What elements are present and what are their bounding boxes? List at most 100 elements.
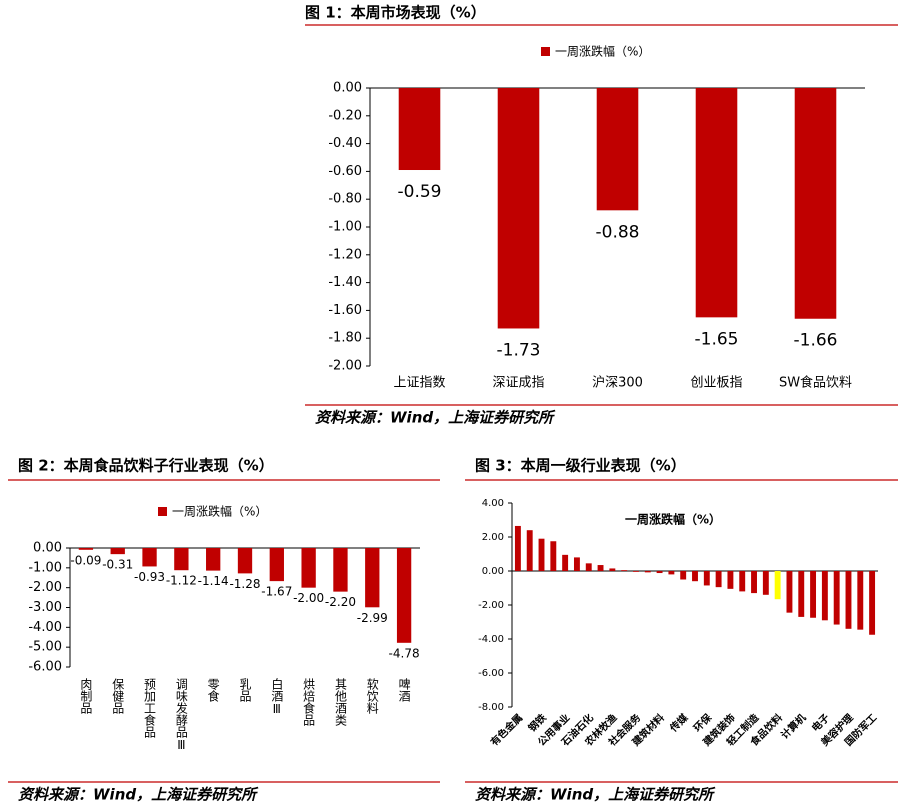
y-tick-label: 0.00 <box>33 541 62 556</box>
category-label: 零食 <box>206 678 220 702</box>
bar <box>78 548 94 550</box>
y-tick-label: -0.80 <box>328 192 362 207</box>
y-tick-label: -2.00 <box>28 580 62 595</box>
bar <box>798 571 805 617</box>
bar <box>237 548 253 574</box>
value-label: -0.59 <box>398 182 442 202</box>
legend-label: 一周涨跌幅（%） <box>172 504 267 519</box>
bar <box>206 548 221 571</box>
value-label: -4.78 <box>389 646 420 660</box>
y-tick-label: -6.00 <box>478 668 504 679</box>
category-label: 沪深300 <box>592 375 643 391</box>
y-tick-label: -5.00 <box>28 640 62 655</box>
category-label: 烘焙食品 <box>302 678 316 726</box>
y-tick-label: -1.00 <box>28 560 62 575</box>
bar <box>269 548 284 582</box>
category-label: 预加工食品 <box>143 678 157 738</box>
y-tick-label: -3.00 <box>28 600 62 615</box>
bar <box>680 571 687 580</box>
bar <box>573 557 580 571</box>
bar <box>142 548 157 567</box>
source-note: 资料来源：Wind，上海证券研究所 <box>315 409 556 427</box>
figure-title: 图 3：本周一级行业表现（%） <box>475 457 686 475</box>
bar <box>786 571 793 613</box>
bar <box>398 88 441 171</box>
y-tick-label: 4.00 <box>482 498 504 509</box>
bar <box>762 571 769 595</box>
legend-swatch <box>158 507 167 516</box>
y-tick-label: -1.40 <box>328 275 362 290</box>
category-label: 肉制品 <box>79 678 93 714</box>
legend-label: 一周涨跌幅（%） <box>625 512 721 527</box>
value-label: -1.65 <box>695 329 739 349</box>
y-tick-label: -0.60 <box>328 164 362 179</box>
value-label: -1.12 <box>166 574 197 588</box>
bar <box>174 548 189 571</box>
bar <box>845 571 852 629</box>
bar <box>695 88 738 318</box>
bar <box>609 568 616 571</box>
bar <box>774 571 781 600</box>
category-label: 啤酒 <box>397 677 411 702</box>
category-label: 软饮料 <box>365 678 379 714</box>
value-label: -1.28 <box>229 577 260 591</box>
bar <box>692 571 698 582</box>
bar <box>497 88 540 329</box>
bar <box>821 571 828 621</box>
value-label: -2.00 <box>293 591 324 605</box>
y-tick-label: -4.00 <box>28 620 62 635</box>
bar <box>739 571 746 592</box>
y-tick-label: -1.80 <box>328 331 362 346</box>
legend-swatch <box>541 47 550 56</box>
y-tick-label: -2.00 <box>478 600 504 611</box>
bar <box>668 571 675 575</box>
y-tick-label: -0.20 <box>328 108 362 123</box>
category-label: 其他酒类 <box>333 678 347 727</box>
y-tick-label: -8.00 <box>478 702 504 713</box>
y-tick-label: -4.00 <box>478 634 504 645</box>
y-tick-label: -1.00 <box>328 220 362 235</box>
bar <box>715 571 722 588</box>
y-tick-label: -1.60 <box>328 303 362 318</box>
category-label: 白酒Ⅲ <box>270 677 284 716</box>
bar <box>365 548 380 608</box>
bar <box>857 571 864 630</box>
y-tick-label: -2.00 <box>328 359 362 374</box>
bar <box>301 548 316 588</box>
legend-label: 一周涨跌幅（%） <box>555 44 650 59</box>
source-note: 资料来源：Wind，上海证券研究所 <box>475 786 716 804</box>
y-tick-label: -0.40 <box>328 136 362 151</box>
value-label: -0.09 <box>70 553 101 567</box>
value-label: -2.99 <box>357 611 388 625</box>
value-label: -0.31 <box>102 558 133 572</box>
category-label: 上证指数 <box>393 376 445 391</box>
bar <box>810 571 817 618</box>
figure-title: 图 2：本周食品饮料子行业表现（%） <box>18 457 274 475</box>
bar <box>833 571 840 625</box>
bar <box>597 565 604 571</box>
category-label: 保健品 <box>111 678 125 714</box>
bar <box>644 571 651 573</box>
bar <box>110 548 125 555</box>
category-label: 计算机 <box>778 711 808 741</box>
category-label: 创业板指 <box>690 376 742 391</box>
category-label: 调味发酵品Ⅲ <box>174 678 188 752</box>
category-label: SW食品饮料 <box>779 375 852 391</box>
y-tick-label: 0.00 <box>482 566 504 577</box>
bar <box>751 571 757 594</box>
bar <box>794 88 837 319</box>
y-tick-label: 2.00 <box>482 532 504 543</box>
value-label: -1.73 <box>497 340 541 360</box>
bar <box>550 541 557 571</box>
bar <box>396 548 412 643</box>
source-note: 资料来源：Wind，上海证券研究所 <box>18 786 259 804</box>
bar <box>869 571 876 635</box>
y-tick-label: 0.00 <box>333 81 362 96</box>
category-label: 传媒 <box>666 710 691 735</box>
value-label: -0.88 <box>596 222 640 242</box>
bar <box>621 570 628 571</box>
bar <box>656 571 663 574</box>
bar <box>703 571 710 586</box>
value-label: -1.67 <box>261 585 292 599</box>
